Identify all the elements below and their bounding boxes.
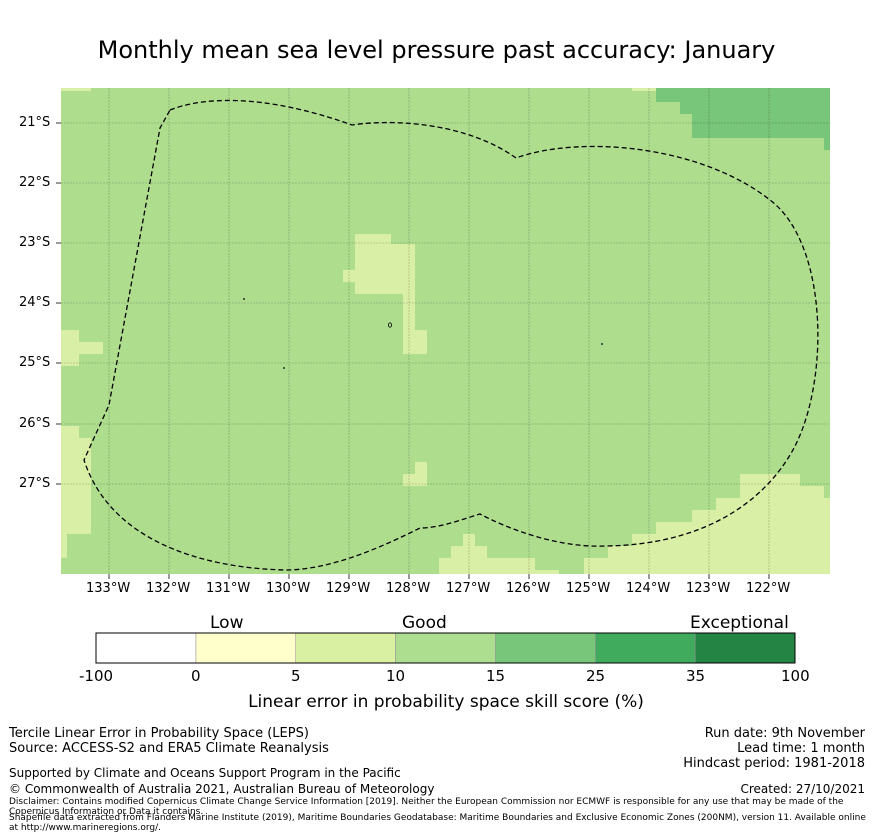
copyright: © Commonwealth of Australia 2021, Austra… [9,782,435,796]
created-date: Created: 27/10/2021 [740,782,865,796]
lon-label: 122°W [746,581,791,596]
leps-description: Tercile Linear Error in Probability Spac… [9,726,309,741]
colorbar-swatch [395,632,496,664]
patch-west-mid [61,330,103,366]
colorbar-swatch [295,632,396,664]
colorbar-tick: 10 [386,667,406,685]
colorbar-swatch [594,632,696,664]
colorbar-category-exceptional: Exceptional [690,613,789,633]
patch-central [343,234,427,354]
lon-label: 129°W [326,581,371,596]
islands [243,298,603,369]
shapefile-credit: Shapefile data extracted from Flanders M… [9,813,866,833]
lon-label: 133°W [86,581,131,596]
support-note: Supported by Climate and Oceans Support … [9,766,401,780]
lon-label: 123°W [686,581,731,596]
lon-label: 132°W [146,581,191,596]
colorbar-tick: 35 [686,667,706,685]
eez-boundary [83,99,819,571]
patch-small-south [403,462,427,486]
colorbar-tick: 25 [586,667,606,685]
lon-label: 125°W [566,581,611,596]
colorbar-label: Linear error in probability space skill … [248,692,644,712]
colorbar-category-low: Low [210,613,244,633]
patch-central-b [403,330,427,354]
colorbar-swatch [694,632,796,664]
light-skill-patches [61,88,830,574]
lon-label: 127°W [446,581,491,596]
colorbar-swatch [195,632,297,664]
lon-label: 130°W [266,581,311,596]
lat-label: 21°S [19,115,51,130]
disclaimer: Disclaimer: Contains modified Copernicus… [9,797,844,817]
skill-map [56,88,830,579]
lat-label: 24°S [19,295,51,310]
lon-label: 131°W [206,581,251,596]
map-gridlines [61,88,830,574]
lon-label: 124°W [626,581,671,596]
patch-west-south [61,426,91,558]
island-3 [283,367,285,369]
lead-time: Lead time: 1 month [737,741,865,756]
lat-label: 25°S [19,355,51,370]
run-date: Run date: 9th November [704,726,865,741]
lat-label: 23°S [19,235,51,250]
colorbar-tick: -100 [79,667,114,685]
lon-label: 128°W [386,581,431,596]
colorbar-tick: 100 [781,667,810,685]
mid-skill-patch [656,88,830,150]
map-background [61,88,830,574]
island-1 [243,298,245,300]
map-title: Monthly mean sea level pressure past acc… [97,36,776,64]
colorbar-tick: 15 [486,667,506,685]
colorbar-tick: 0 [191,667,201,685]
patch-southeast [584,474,830,574]
colorbar [95,632,796,664]
patch-top-left [61,88,91,91]
axis-ticks [56,122,770,579]
colorbar-swatch [495,632,596,664]
hindcast-period: Hindcast period: 1981-2018 [683,756,865,771]
colorbar-swatch [95,632,197,664]
patch-south [439,534,559,574]
colorbar-category-good: Good [402,613,447,633]
patch-top-right [632,88,656,91]
data-source: Source: ACCESS-S2 and ERA5 Climate Reana… [9,741,329,756]
lat-label: 26°S [19,416,51,431]
island-4 [601,343,603,345]
island-2 [387,322,392,328]
colorbar-tick: 5 [291,667,301,685]
lat-label: 27°S [19,476,51,491]
lon-label: 126°W [506,581,551,596]
lat-label: 22°S [19,175,51,190]
